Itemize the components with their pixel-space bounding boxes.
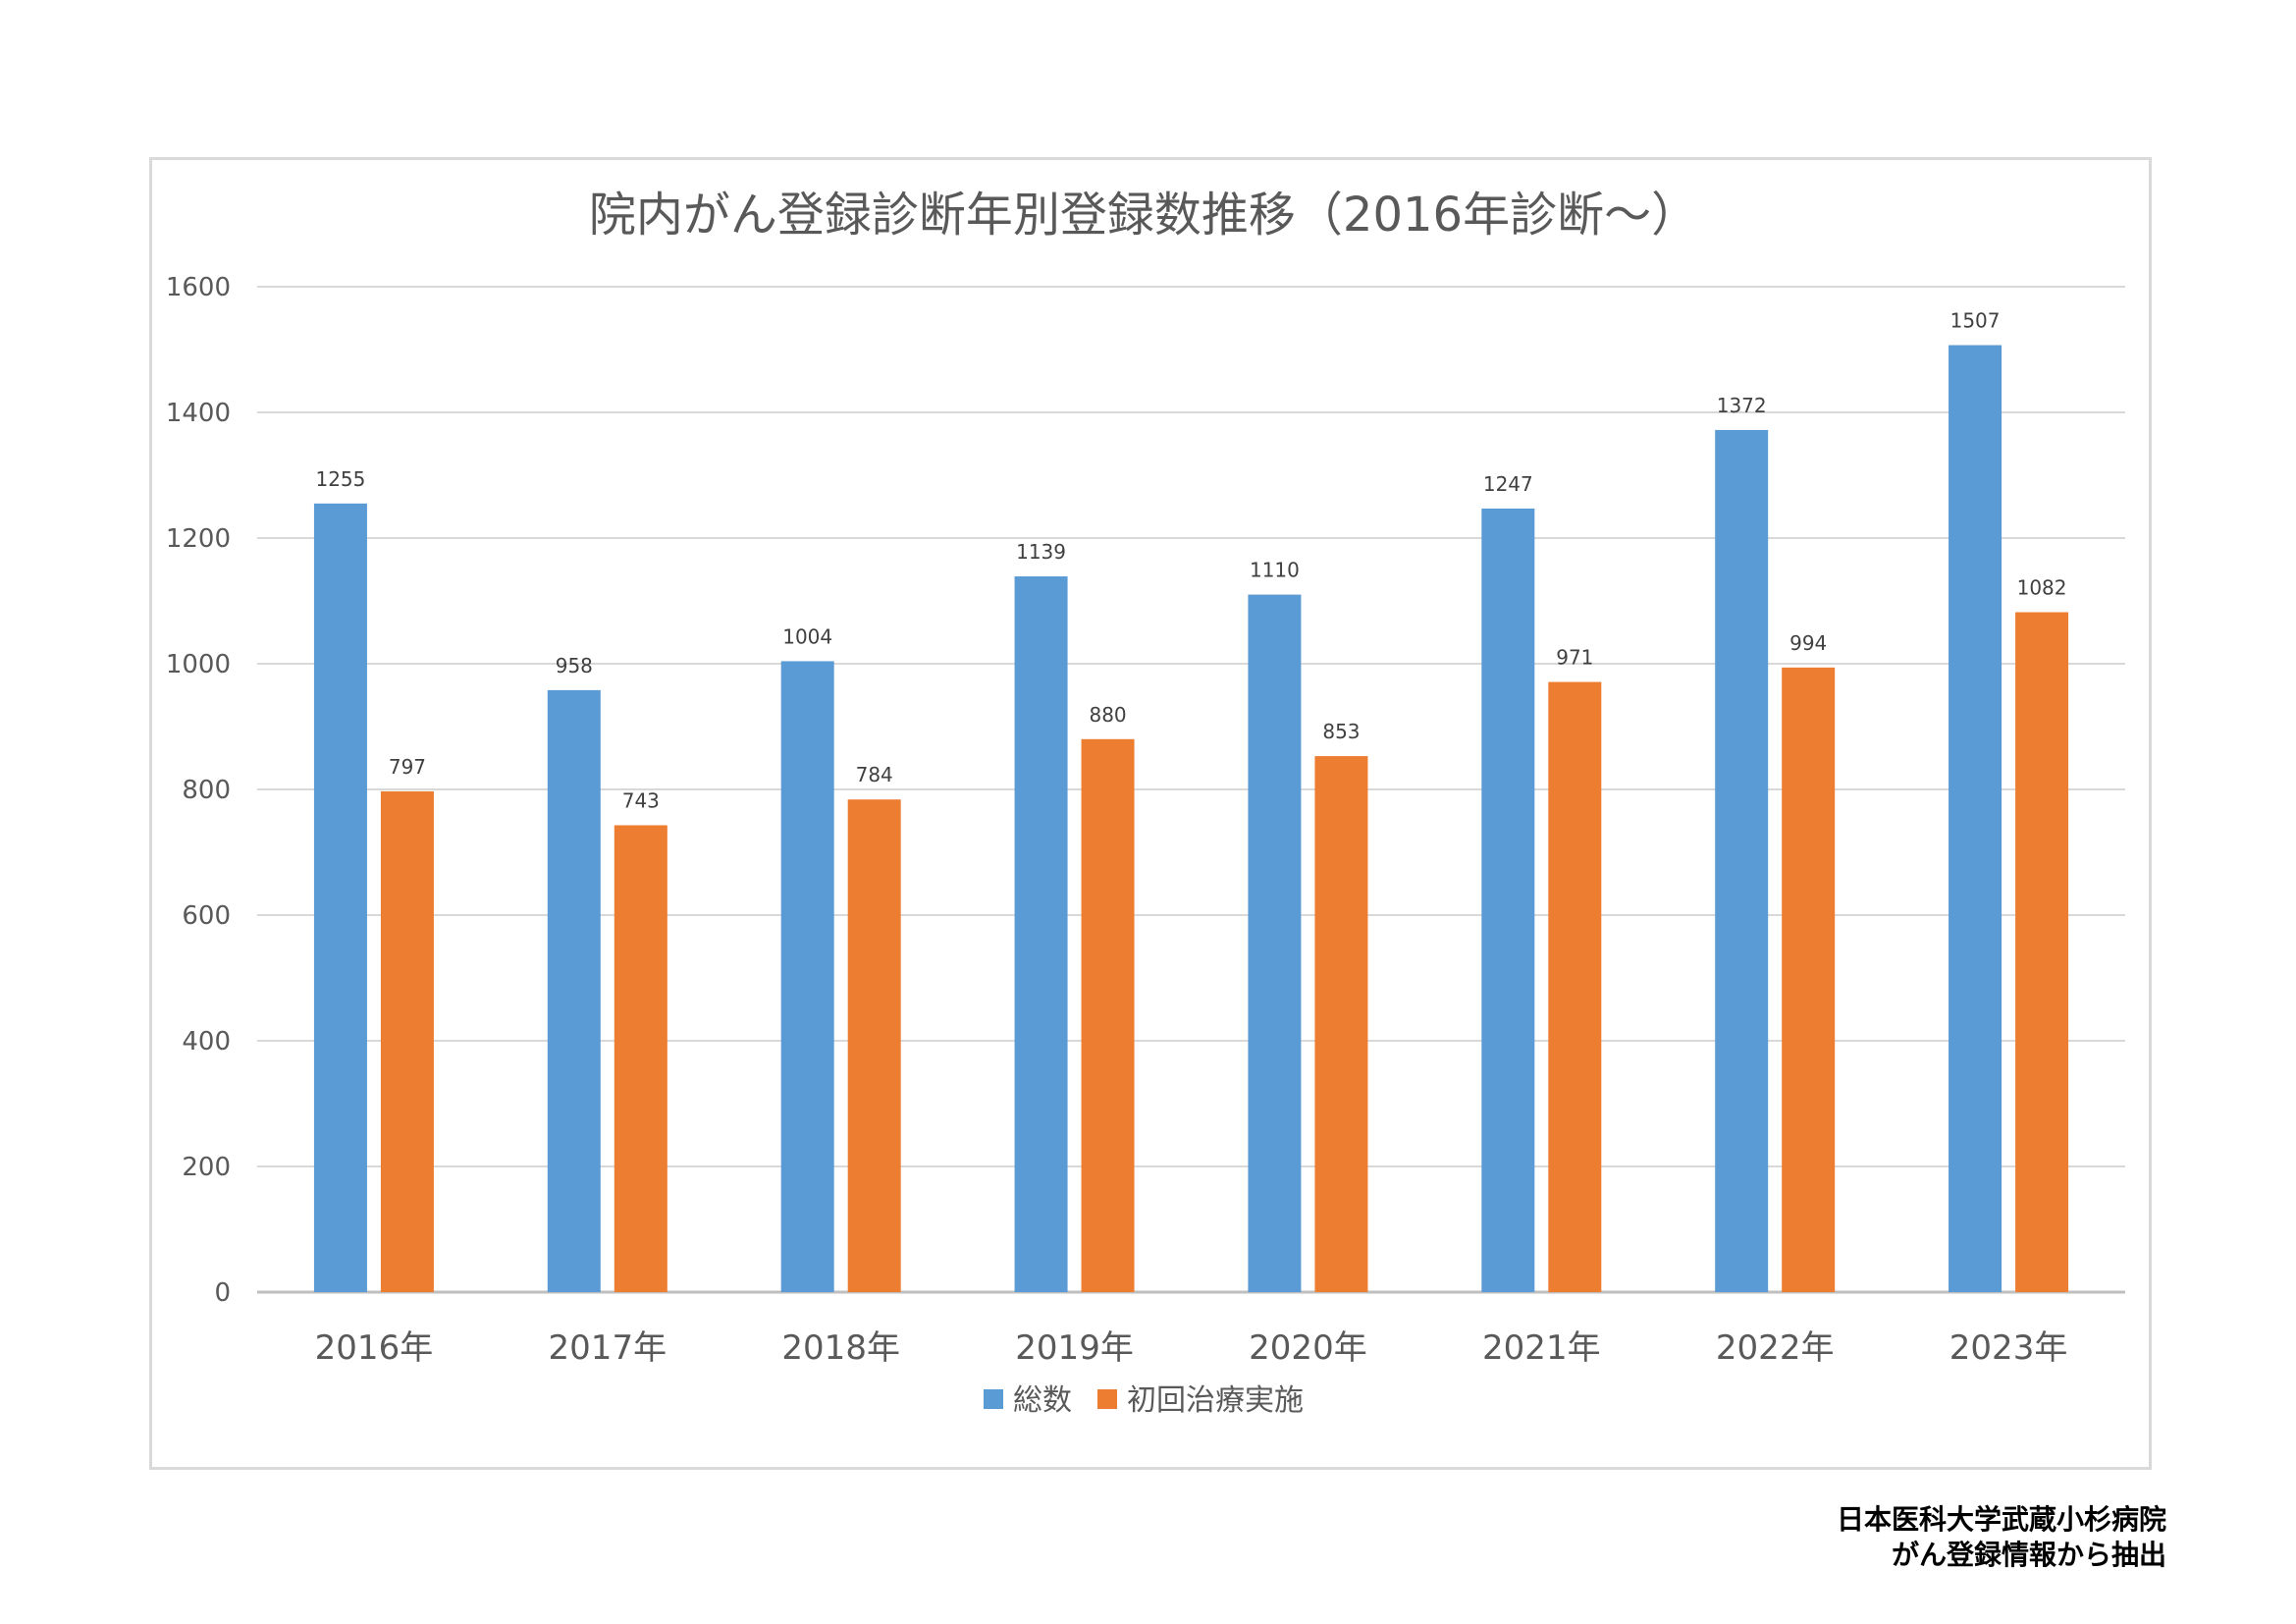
data-label: 1004 [782, 624, 832, 648]
y-tick-label: 1200 [166, 524, 231, 554]
x-tick-label: 2018年 [781, 1328, 900, 1368]
legend-label: 総数 [1013, 1383, 1072, 1418]
x-tick-label: 2020年 [1249, 1328, 1367, 1368]
x-axis-ticks: 2016年 2017年 2018年 2019年 2020年 2021年 2022年 2023年 [315, 1328, 2068, 1368]
data-label: 1507 [1950, 309, 2001, 333]
x-tick-label: 2019年 [1015, 1328, 1134, 1368]
chart-title: 院内がん登録診断年別登録数推移（2016年診断～） [589, 188, 1698, 243]
y-axis-ticks: 0 200 400 600 800 1000 1200 1400 1600 [166, 273, 231, 1308]
bar-first-treatment-2018年 [847, 799, 901, 1292]
data-label: 743 [622, 788, 660, 812]
source-note: 日本医科大学武蔵小杉病院 がん登録情報から抽出 [1837, 1502, 2166, 1573]
data-labels: 1255 797 958 743 1004 784 1139 880 1110 853 1247 97… [315, 309, 2066, 813]
bar-first-treatment-2020年 [1314, 756, 1368, 1292]
data-label: 880 [1089, 703, 1126, 727]
data-label: 971 [1556, 646, 1593, 670]
legend-label: 初回治療実施 [1127, 1383, 1304, 1418]
x-tick-label: 2017年 [549, 1328, 667, 1368]
bar-total-2020年 [1248, 594, 1302, 1292]
y-tick-label: 1400 [166, 399, 231, 428]
data-label: 853 [1322, 720, 1360, 743]
y-tick-label: 800 [182, 776, 231, 805]
source-line-2: がん登録情報から抽出 [1891, 1539, 2166, 1571]
legend-swatch [1097, 1389, 1117, 1409]
data-label: 1139 [1016, 540, 1066, 564]
bar-total-2018年 [780, 661, 834, 1292]
bars [313, 345, 2069, 1292]
bar-total-2022年 [1715, 429, 1769, 1292]
legend: 総数 初回治療実施 [984, 1383, 1304, 1418]
data-label: 797 [389, 755, 426, 779]
data-label: 1372 [1717, 394, 1767, 417]
data-label: 784 [856, 763, 893, 786]
bar-first-treatment-2023年 [2015, 612, 2069, 1292]
bar-first-treatment-2019年 [1081, 738, 1135, 1292]
data-label: 958 [556, 654, 593, 677]
bar-total-2023年 [1949, 345, 2002, 1292]
x-tick-label: 2016年 [315, 1328, 434, 1368]
grid-lines [257, 286, 2125, 1294]
data-label: 1110 [1250, 559, 1300, 582]
legend-swatch [984, 1389, 1003, 1409]
bar-first-treatment-2022年 [1782, 667, 1836, 1292]
bar-total-2019年 [1014, 576, 1068, 1292]
y-tick-label: 200 [182, 1153, 231, 1182]
bar-first-treatment-2016年 [380, 790, 434, 1292]
y-tick-label: 400 [182, 1027, 231, 1056]
data-label: 1082 [2017, 576, 2067, 600]
y-tick-label: 0 [214, 1278, 231, 1308]
bar-total-2017年 [547, 689, 601, 1292]
y-tick-label: 600 [182, 901, 231, 931]
y-tick-label: 1600 [166, 273, 231, 302]
bar-total-2021年 [1481, 508, 1535, 1292]
bar-first-treatment-2021年 [1548, 681, 1602, 1292]
data-label: 1255 [315, 467, 365, 491]
data-label: 1247 [1483, 472, 1533, 496]
source-line-1: 日本医科大学武蔵小杉病院 [1836, 1503, 2166, 1536]
bar-first-treatment-2017年 [614, 825, 667, 1292]
x-tick-label: 2022年 [1716, 1328, 1835, 1368]
bar-total-2016年 [313, 503, 367, 1292]
data-label: 994 [1789, 631, 1827, 655]
x-tick-label: 2021年 [1482, 1328, 1601, 1368]
x-tick-label: 2023年 [1949, 1328, 2068, 1368]
y-tick-label: 1000 [166, 650, 231, 679]
